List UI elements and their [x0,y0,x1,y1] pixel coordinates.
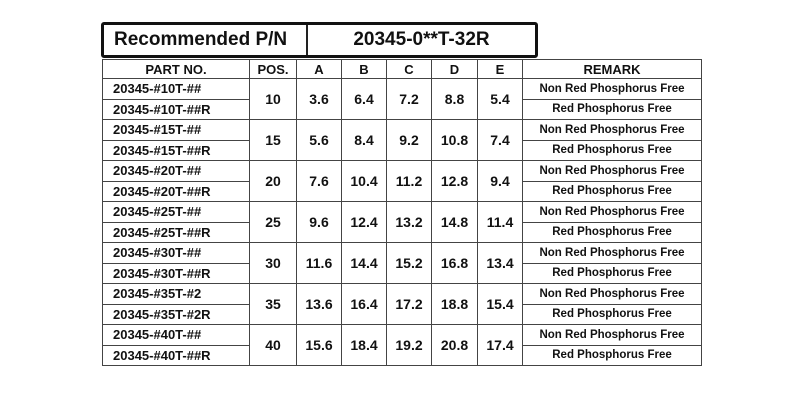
table-body: 20345-#10T-## 10 3.6 6.4 7.2 8.8 5.4 Non Red Ph… [102,78,702,366]
recommended-pn-value: 20345-0**T-32R [353,29,490,50]
remark-cell: Red Phosphorus Free [522,139,702,161]
dim-e-cell: 13.4 [477,242,523,284]
dim-e-cell: 11.4 [477,201,523,243]
dim-a-cell: 11.6 [296,242,342,284]
dim-d-cell: 12.8 [431,160,478,202]
remark-cell: Red Phosphorus Free [522,344,702,366]
table-row: 20345-#10T-## 10 3.6 6.4 7.2 8.8 5.4 Non Red Ph… [102,78,702,120]
pos-cell: 30 [249,242,297,284]
dim-b-cell: 12.4 [341,201,387,243]
dim-a-cell: 3.6 [296,78,342,120]
dim-d-cell: 14.8 [431,201,478,243]
remark-cell: Red Phosphorus Free [522,262,702,284]
header-d: D [431,59,478,79]
remark-cell: Non Red Phosphorus Free [522,283,702,305]
pos-cell: 15 [249,119,297,161]
dim-b-cell: 16.4 [341,283,387,325]
header-a: A [296,59,342,79]
dim-d-cell: 16.8 [431,242,478,284]
part-number-cell: 20345-#10T-##R [102,98,250,120]
dim-b-cell: 8.4 [341,119,387,161]
table-row: 20345-#30T-##R Red Phosphorus Free [102,262,702,284]
part-number-cell: 20345-#30T-##R [102,262,250,284]
part-number-cell: 20345-#40T-## [102,324,250,346]
dim-e-cell: 15.4 [477,283,523,325]
part-number-cell: 20345-#15T-##R [102,139,250,161]
dim-a-cell: 7.6 [296,160,342,202]
dim-e-cell: 17.4 [477,324,523,366]
table-row: 20345-#20T-## 20 7.6 10.4 11.2 12.8 9.4 Non Red… [102,160,702,202]
header-remark: REMARK [522,59,702,79]
dim-b-cell: 10.4 [341,160,387,202]
remark-cell: Non Red Phosphorus Free [522,160,702,182]
header-pos: POS. [249,59,297,79]
part-number-cell: 20345-#25T-##R [102,221,250,243]
dim-c-cell: 9.2 [386,119,432,161]
dim-a-cell: 13.6 [296,283,342,325]
pos-cell: 10 [249,78,297,120]
header-c: C [386,59,432,79]
table-row: 20345-#20T-##R Red Phosphorus Free [102,180,702,202]
table-row: 20345-#35T-#2 35 13.6 16.4 17.2 18.8 15.4 Non R… [102,283,702,325]
pos-cell: 35 [249,283,297,325]
part-number-cell: 20345-#10T-## [102,78,250,100]
dim-c-cell: 19.2 [386,324,432,366]
table-row: 20345-#35T-#2R Red Phosphorus Free [102,303,702,325]
dim-c-cell: 7.2 [386,78,432,120]
remark-cell: Non Red Phosphorus Free [522,201,702,223]
remark-cell: Red Phosphorus Free [522,98,702,120]
remark-cell: Non Red Phosphorus Free [522,324,702,346]
part-spec-table: PART NO. POS. A B C D E REMARK 20345-#10… [102,59,702,366]
dim-d-cell: 8.8 [431,78,478,120]
table-row: 20345-#30T-## 30 11.6 14.4 15.2 16.8 13.4 Non R… [102,242,702,284]
part-number-cell: 20345-#20T-##R [102,180,250,202]
part-number-cell: 20345-#25T-## [102,201,250,223]
header-part-no: PART NO. [102,59,250,79]
header-row: PART NO. POS. A B C D E REMARK [102,59,702,79]
dim-d-cell: 10.8 [431,119,478,161]
dim-a-cell: 15.6 [296,324,342,366]
dim-d-cell: 18.8 [431,283,478,325]
pos-cell: 25 [249,201,297,243]
table-row: 20345-#25T-## 25 9.6 12.4 13.2 14.8 11.4 Non Re… [102,201,702,243]
dim-a-cell: 5.6 [296,119,342,161]
part-number-cell: 20345-#20T-## [102,160,250,182]
pos-cell: 20 [249,160,297,202]
part-number-cell: 20345-#15T-## [102,119,250,141]
header-b: B [341,59,387,79]
remark-cell: Non Red Phosphorus Free [522,119,702,141]
dim-e-cell: 5.4 [477,78,523,120]
dim-c-cell: 17.2 [386,283,432,325]
dim-b-cell: 18.4 [341,324,387,366]
dim-e-cell: 7.4 [477,119,523,161]
table-row: 20345-#40T-## 40 15.6 18.4 19.2 20.8 17.4 Non R… [102,324,702,366]
remark-cell: Non Red Phosphorus Free [522,78,702,100]
dim-c-cell: 11.2 [386,160,432,202]
remark-cell: Red Phosphorus Free [522,180,702,202]
dim-c-cell: 15.2 [386,242,432,284]
dim-b-cell: 6.4 [341,78,387,120]
recommended-pn-box: Recommended P/N 20345-0**T-32R [101,22,538,58]
part-number-cell: 20345-#35T-#2 [102,283,250,305]
table-row: 20345-#15T-## 15 5.6 8.4 9.2 10.8 7.4 Non Red P… [102,119,702,161]
dim-d-cell: 20.8 [431,324,478,366]
remark-cell: Non Red Phosphorus Free [522,242,702,264]
remark-cell: Red Phosphorus Free [522,221,702,243]
table-row: 20345-#40T-##R Red Phosphorus Free [102,344,702,366]
dim-c-cell: 13.2 [386,201,432,243]
dim-a-cell: 9.6 [296,201,342,243]
dim-e-cell: 9.4 [477,160,523,202]
header-e: E [477,59,523,79]
remark-cell: Red Phosphorus Free [522,303,702,325]
recommended-pn-label: Recommended P/N [104,25,308,55]
dim-b-cell: 14.4 [341,242,387,284]
part-number-cell: 20345-#40T-##R [102,344,250,366]
part-number-cell: 20345-#35T-#2R [102,303,250,325]
part-number-cell: 20345-#30T-## [102,242,250,264]
pos-cell: 40 [249,324,297,366]
